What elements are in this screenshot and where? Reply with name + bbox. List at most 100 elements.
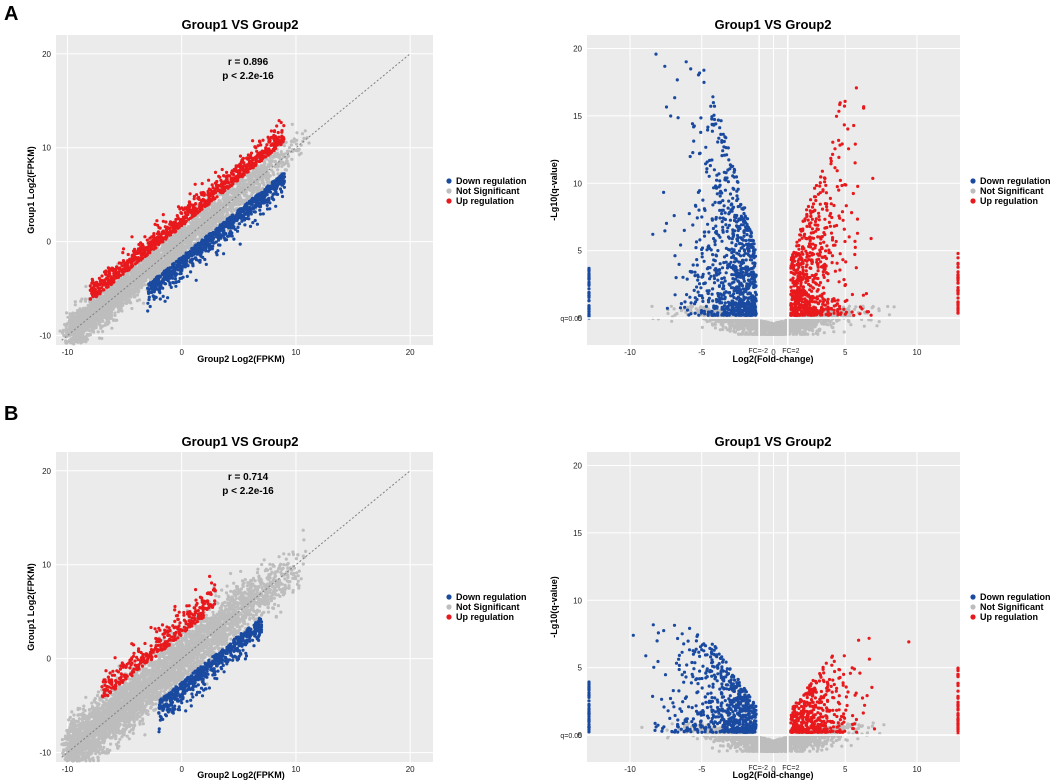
data-point bbox=[211, 211, 215, 215]
data-point bbox=[238, 169, 242, 173]
data-point bbox=[88, 300, 92, 304]
data-point bbox=[165, 256, 169, 260]
data-point bbox=[243, 223, 247, 227]
data-point bbox=[164, 237, 168, 241]
data-point bbox=[199, 219, 203, 223]
data-point bbox=[99, 316, 103, 321]
data-point bbox=[272, 134, 276, 138]
data-point bbox=[280, 194, 285, 199]
data-point bbox=[118, 291, 122, 296]
data-point bbox=[168, 229, 172, 233]
data-point bbox=[253, 162, 257, 166]
data-point bbox=[176, 248, 180, 252]
data-point bbox=[225, 170, 229, 174]
data-point bbox=[157, 254, 161, 258]
data-point bbox=[176, 226, 180, 230]
data-point bbox=[133, 247, 137, 251]
data-point bbox=[184, 215, 189, 220]
data-point bbox=[108, 302, 112, 306]
data-point bbox=[126, 252, 130, 257]
data-point bbox=[163, 299, 167, 303]
data-point bbox=[281, 160, 285, 164]
data-point bbox=[186, 210, 190, 214]
data-point bbox=[80, 297, 84, 301]
data-point bbox=[105, 304, 109, 308]
data-point bbox=[215, 179, 219, 184]
data-point bbox=[137, 251, 141, 255]
data-point bbox=[137, 298, 142, 302]
data-point bbox=[226, 234, 230, 238]
data-point bbox=[143, 246, 147, 250]
data-point bbox=[275, 124, 279, 128]
data-point bbox=[121, 259, 126, 263]
data-point bbox=[116, 310, 120, 314]
data-point bbox=[207, 214, 211, 218]
data-point bbox=[230, 172, 234, 176]
data-point bbox=[242, 192, 246, 196]
data-point bbox=[296, 148, 300, 152]
data-point bbox=[264, 151, 268, 155]
data-point bbox=[83, 297, 87, 301]
grid bbox=[56, 35, 433, 345]
data-point bbox=[194, 243, 198, 247]
data-point bbox=[112, 278, 116, 282]
data-point bbox=[255, 222, 259, 226]
data-point bbox=[307, 141, 311, 145]
data-point bbox=[269, 149, 273, 153]
data-point bbox=[216, 217, 220, 221]
data-point bbox=[208, 194, 212, 198]
data-point bbox=[156, 270, 160, 274]
data-point bbox=[195, 207, 199, 211]
data-point bbox=[305, 136, 309, 140]
data-point bbox=[236, 197, 240, 202]
data-point bbox=[148, 248, 152, 252]
data-point bbox=[232, 199, 236, 203]
data-point bbox=[110, 266, 114, 270]
data-point bbox=[247, 160, 251, 164]
data-point bbox=[269, 129, 273, 133]
data-point bbox=[295, 138, 299, 142]
data-point bbox=[248, 224, 253, 228]
data-point bbox=[154, 246, 158, 250]
data-point bbox=[161, 230, 165, 234]
data-point bbox=[171, 280, 175, 285]
data-point bbox=[192, 194, 196, 198]
data-point bbox=[217, 188, 221, 192]
data-point bbox=[67, 319, 71, 324]
data-point bbox=[163, 225, 167, 229]
data-point bbox=[187, 200, 191, 204]
data-point bbox=[158, 249, 162, 253]
data-point bbox=[99, 295, 103, 300]
data-point bbox=[69, 341, 73, 345]
data-point bbox=[86, 313, 90, 318]
data-point bbox=[200, 215, 204, 219]
data-point bbox=[262, 163, 266, 167]
data-point bbox=[253, 218, 257, 223]
data-point bbox=[151, 238, 155, 242]
data-point bbox=[117, 297, 121, 302]
data-point bbox=[123, 278, 127, 282]
data-point bbox=[88, 284, 92, 288]
data-point bbox=[267, 180, 271, 184]
data-point bbox=[84, 284, 88, 289]
data-point bbox=[73, 300, 77, 304]
data-point bbox=[172, 248, 176, 252]
data-point bbox=[230, 191, 234, 196]
data-point bbox=[295, 142, 299, 146]
data-point bbox=[194, 256, 198, 260]
data-point bbox=[229, 184, 233, 188]
data-point bbox=[176, 217, 180, 221]
data-point bbox=[231, 177, 235, 181]
data-point bbox=[129, 274, 133, 278]
data-point bbox=[157, 232, 161, 236]
data-point bbox=[116, 273, 120, 278]
data-point bbox=[226, 186, 230, 190]
data-point bbox=[220, 210, 224, 214]
data-point bbox=[251, 156, 255, 160]
data-point bbox=[91, 326, 95, 330]
data-point bbox=[261, 138, 265, 142]
data-point bbox=[75, 313, 79, 317]
data-point bbox=[91, 299, 95, 303]
data-point bbox=[104, 270, 108, 274]
data-point bbox=[282, 143, 286, 147]
